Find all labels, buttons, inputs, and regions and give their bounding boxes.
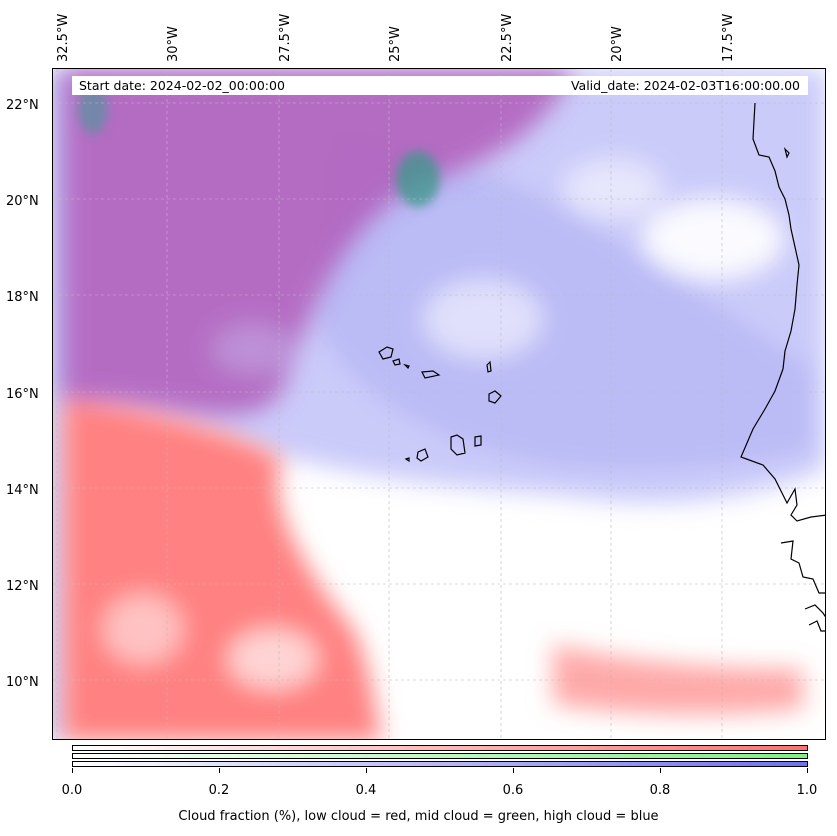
lon-label-32.5w: 32.5°W [56, 13, 71, 62]
mid-cloud-layer [78, 84, 440, 207]
low-cloud-layer [63, 69, 803, 739]
lon-label-20w: 20°W [610, 26, 625, 62]
start-date-text: Start date: 2024-02-02_00:00:00 [79, 78, 285, 93]
africa-coastline [740, 102, 825, 632]
colorbar-tick-label: 0.8 [649, 783, 671, 798]
lon-label-30w: 30°W [166, 26, 181, 62]
colorbar-tickmark [366, 768, 367, 773]
colorbar-tick-label: 1.0 [796, 783, 818, 798]
date-info-bar: Start date: 2024-02-02_00:00:00 Valid_da… [72, 76, 808, 95]
colorbar-tick-label: 0.2 [208, 783, 230, 798]
colorbar-tickmark [72, 768, 73, 773]
colorbar-label: Cloud fraction (%), low cloud = red, mid… [178, 809, 659, 824]
colorbar-tick-label: 0.4 [355, 783, 377, 798]
lon-label-25w: 25°W [388, 26, 403, 62]
map-gridlines [53, 69, 825, 739]
lat-label-14n: 14°N [6, 483, 39, 498]
colorbar-high-cloud [72, 761, 808, 767]
valid-date-text: Valid_date: 2024-02-03T16:00:00.00 [570, 78, 800, 93]
lon-label-17.5w: 17.5°W [721, 13, 736, 62]
colorbar-tickmark [660, 768, 661, 773]
lat-label-10n: 10°N [6, 675, 39, 690]
colorbar-low-cloud [72, 745, 808, 751]
lat-label-22n: 22°N [6, 98, 39, 113]
cape-verde-islands [378, 346, 502, 463]
cloud-map-svg [53, 69, 825, 739]
lat-label-16n: 16°N [6, 387, 39, 402]
lat-label-18n: 18°N [6, 290, 39, 305]
colorbar-tickmark [807, 768, 808, 773]
lon-label-22.5w: 22.5°W [500, 13, 515, 62]
lat-label-20n: 20°N [6, 194, 39, 209]
map-area[interactable] [52, 68, 826, 740]
colorbar-tickmark [219, 768, 220, 773]
colorbar-tick-label: 0.0 [61, 783, 83, 798]
lon-label-27.5w: 27.5°W [278, 13, 293, 62]
colorbar-mid-cloud [72, 753, 808, 759]
colorbar-tickmark [513, 768, 514, 773]
colorbar-tick-label: 0.6 [502, 783, 524, 798]
lat-label-12n: 12°N [6, 579, 39, 594]
